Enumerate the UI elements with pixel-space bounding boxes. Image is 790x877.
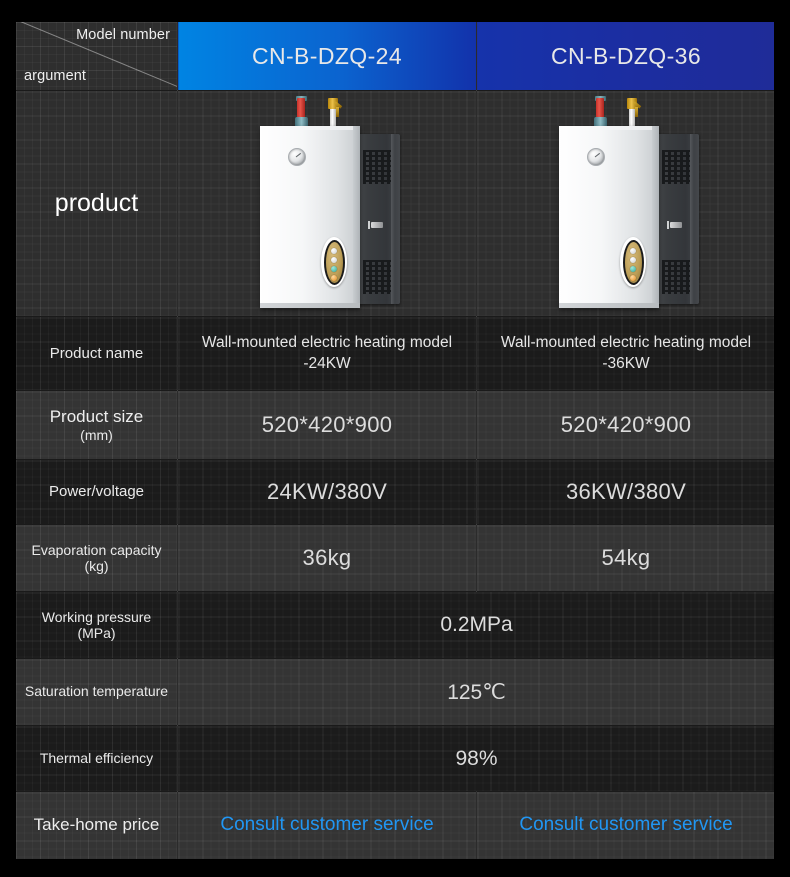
indicator-light-4 bbox=[331, 274, 337, 281]
row-value-power-voltage-1: 24KW/380V bbox=[177, 459, 477, 525]
door-latch-icon bbox=[667, 221, 682, 229]
product-image-cell-1 bbox=[177, 90, 477, 317]
indicator-light-4 bbox=[630, 274, 636, 281]
row-value-power-voltage-2: 36KW/380V bbox=[476, 459, 774, 525]
consult-link[interactable]: Consult customer service bbox=[519, 814, 733, 836]
boiler-illustration bbox=[252, 96, 402, 311]
row-label-thermal-efficiency: Thermal efficiency bbox=[16, 725, 178, 792]
row-label-text: Product name bbox=[49, 344, 144, 362]
row-label-product-size: Product size (mm) bbox=[16, 390, 178, 460]
table-row: Working pressure (MPa) 0.2MPa bbox=[16, 591, 774, 659]
cell-text: 520*420*900 bbox=[560, 412, 692, 437]
table-row: Take-home price Consult customer service… bbox=[16, 791, 774, 859]
row-value-saturation-temperature-merged: 125℃ bbox=[177, 658, 774, 726]
cell-text: 24KW/380V bbox=[266, 479, 388, 504]
cell-text: 54kg bbox=[601, 545, 651, 570]
door-latch-icon bbox=[368, 221, 383, 229]
vent-grille-top-icon bbox=[662, 150, 691, 184]
row-label-take-home-price: Take-home price bbox=[16, 791, 178, 859]
vent-grille-bottom-icon bbox=[363, 260, 392, 294]
cell-text: 520*420*900 bbox=[261, 412, 393, 437]
product-row-label: product bbox=[54, 189, 139, 217]
table-row: Saturation temperature 125℃ bbox=[16, 658, 774, 726]
indicator-light-1 bbox=[630, 247, 636, 254]
water-inlet-pipe-icon bbox=[625, 98, 643, 136]
table-row: Evaporation capacity (kg) 36kg 54kg bbox=[16, 524, 774, 592]
product-image-1 bbox=[252, 96, 402, 311]
row-value-evaporation-capacity-2: 54kg bbox=[476, 524, 774, 592]
boiler-front-body bbox=[260, 126, 360, 308]
row-label-product-name: Product name bbox=[16, 316, 178, 391]
row-value-thermal-efficiency-merged: 98% bbox=[177, 725, 774, 792]
row-label-unit: (kg) bbox=[84, 558, 109, 574]
indicator-light-1 bbox=[331, 247, 337, 254]
row-label-text: Thermal efficiency bbox=[39, 749, 154, 766]
row-label-text: Power/voltage bbox=[48, 483, 145, 501]
comparison-table: Model number argument CN-B-DZQ-24 CN-B-D… bbox=[16, 22, 774, 859]
boiler-side-panel bbox=[356, 134, 400, 304]
pressure-gauge-icon bbox=[288, 148, 306, 166]
header-model-2: CN-B-DZQ-36 bbox=[476, 22, 774, 91]
row-value-take-home-price-2[interactable]: Consult customer service bbox=[476, 791, 774, 859]
row-label-unit: (mm) bbox=[80, 427, 113, 444]
control-panel-icon bbox=[321, 237, 347, 287]
row-label-text: Saturation temperature bbox=[24, 683, 169, 699]
control-panel-icon bbox=[620, 237, 646, 287]
row-label-saturation-temperature: Saturation temperature bbox=[16, 658, 178, 726]
row-value-product-size-1: 520*420*900 bbox=[177, 390, 477, 460]
row-label-text: Evaporation capacity bbox=[31, 542, 162, 558]
header-corner-bottom-label: argument bbox=[24, 68, 87, 84]
product-row-label-cell: product bbox=[16, 90, 178, 317]
row-label-power-voltage: Power/voltage bbox=[16, 459, 178, 525]
comparison-table-wrapper: Model number argument CN-B-DZQ-24 CN-B-D… bbox=[16, 22, 774, 860]
indicator-light-3 bbox=[331, 265, 337, 272]
cell-text: Wall-mounted electric heating model -24K… bbox=[201, 333, 453, 372]
water-inlet-pipe-icon bbox=[326, 98, 344, 136]
row-value-product-name-2: Wall-mounted electric heating model -36K… bbox=[476, 316, 774, 391]
product-image-cell-2 bbox=[476, 90, 774, 317]
header-corner-top-label: Model number bbox=[76, 27, 170, 43]
vent-grille-bottom-icon bbox=[662, 260, 691, 294]
boiler-illustration bbox=[551, 96, 701, 311]
cell-text: 98% bbox=[455, 746, 498, 770]
row-label-text: Working pressure bbox=[41, 609, 152, 625]
row-label-unit: (MPa) bbox=[77, 625, 116, 641]
pressure-gauge-icon bbox=[587, 148, 605, 166]
table-header-row: Model number argument CN-B-DZQ-24 CN-B-D… bbox=[16, 22, 774, 91]
row-value-product-size-2: 520*420*900 bbox=[476, 390, 774, 460]
cell-text: 125℃ bbox=[447, 680, 506, 704]
indicator-light-2 bbox=[331, 256, 337, 263]
consult-link[interactable]: Consult customer service bbox=[220, 814, 434, 836]
boiler-side-panel bbox=[655, 134, 699, 304]
row-label-working-pressure: Working pressure (MPa) bbox=[16, 591, 178, 659]
table-row: Product size (mm) 520*420*900 520*420*90… bbox=[16, 390, 774, 460]
row-value-product-name-1: Wall-mounted electric heating model -24K… bbox=[177, 316, 477, 391]
product-image-2 bbox=[551, 96, 701, 311]
indicator-light-3 bbox=[630, 265, 636, 272]
boiler-front-body bbox=[559, 126, 659, 308]
row-value-working-pressure-merged: 0.2MPa bbox=[177, 591, 774, 659]
vent-grille-top-icon bbox=[363, 150, 392, 184]
row-label-text: Product size bbox=[49, 406, 144, 426]
row-value-take-home-price-1[interactable]: Consult customer service bbox=[177, 791, 477, 859]
product-image-row: product bbox=[16, 90, 774, 317]
indicator-light-2 bbox=[630, 256, 636, 263]
header-corner-cell: Model number argument bbox=[16, 22, 178, 91]
header-model-1: CN-B-DZQ-24 bbox=[177, 22, 477, 91]
row-value-evaporation-capacity-1: 36kg bbox=[177, 524, 477, 592]
table-row: Product name Wall-mounted electric heati… bbox=[16, 316, 774, 391]
cell-text: 36kg bbox=[302, 545, 352, 570]
cell-text: 0.2MPa bbox=[440, 613, 513, 636]
table-row: Power/voltage 24KW/380V 36KW/380V bbox=[16, 459, 774, 525]
row-label-evaporation-capacity: Evaporation capacity (kg) bbox=[16, 524, 178, 592]
cell-text: 36KW/380V bbox=[565, 479, 687, 504]
table-row: Thermal efficiency 98% bbox=[16, 725, 774, 792]
cell-text: Wall-mounted electric heating model -36K… bbox=[500, 333, 752, 372]
row-label-text: Take-home price bbox=[33, 815, 160, 835]
